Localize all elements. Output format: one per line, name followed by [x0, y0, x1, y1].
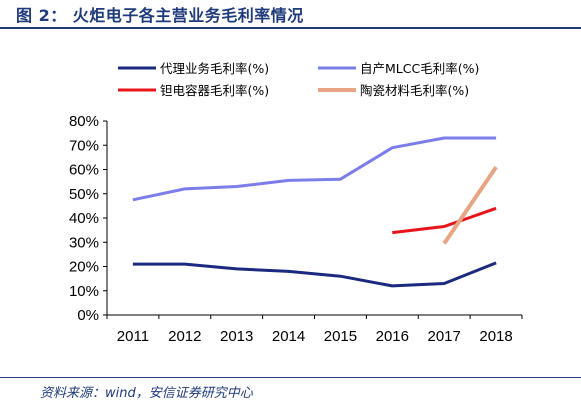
- series-line-4: [442, 165, 498, 245]
- legend-label: 钽电容器毛利率(%): [160, 83, 269, 98]
- y-tick-label: 60%: [69, 162, 99, 179]
- y-tick-label: 10%: [69, 283, 99, 300]
- y-tick-label: 20%: [69, 259, 99, 276]
- legend-label: 陶瓷材料毛利率(%): [360, 83, 469, 98]
- source-note: 资料来源：wind，安信证券研究中心: [40, 386, 253, 401]
- legend: 代理业务毛利率(%) 自产MLCC毛利率(%) 钽电容器毛利率(%) 陶瓷材料毛利率(…: [118, 61, 479, 98]
- x-tick-label: 2013: [220, 328, 253, 345]
- x-tick-label: 2012: [168, 328, 201, 345]
- title-rule: [0, 27, 581, 29]
- x-tick-label: 2015: [324, 328, 357, 345]
- footer-rule: [0, 377, 581, 378]
- series-lines: [132, 136, 498, 288]
- y-tick-label: 0%: [77, 307, 99, 324]
- axes: 0% 10% 20% 30% 40% 50% 60% 70% 80% 2011 2012 2013 20…: [69, 113, 523, 345]
- y-tick-label: 80%: [69, 113, 99, 130]
- y-tick-label: 40%: [69, 210, 99, 227]
- x-tick-label: 2017: [428, 328, 461, 345]
- figure-title: 图 2： 火炬电子各主营业务毛利率情况: [16, 6, 304, 25]
- series-line-2: [132, 136, 497, 202]
- x-tick-label: 2018: [479, 328, 512, 345]
- y-tick-label: 30%: [69, 234, 99, 251]
- legend-label: 代理业务毛利率(%): [160, 61, 269, 76]
- x-tick-label: 2016: [376, 328, 409, 345]
- series-line-3: [392, 206, 497, 235]
- series-line-1: [132, 261, 497, 288]
- y-tick-label: 70%: [69, 137, 99, 154]
- x-tick-label: 2014: [272, 328, 305, 345]
- x-tick-label: 2011: [117, 328, 149, 345]
- legend-label: 自产MLCC毛利率(%): [360, 61, 479, 76]
- y-tick-label: 50%: [69, 186, 99, 203]
